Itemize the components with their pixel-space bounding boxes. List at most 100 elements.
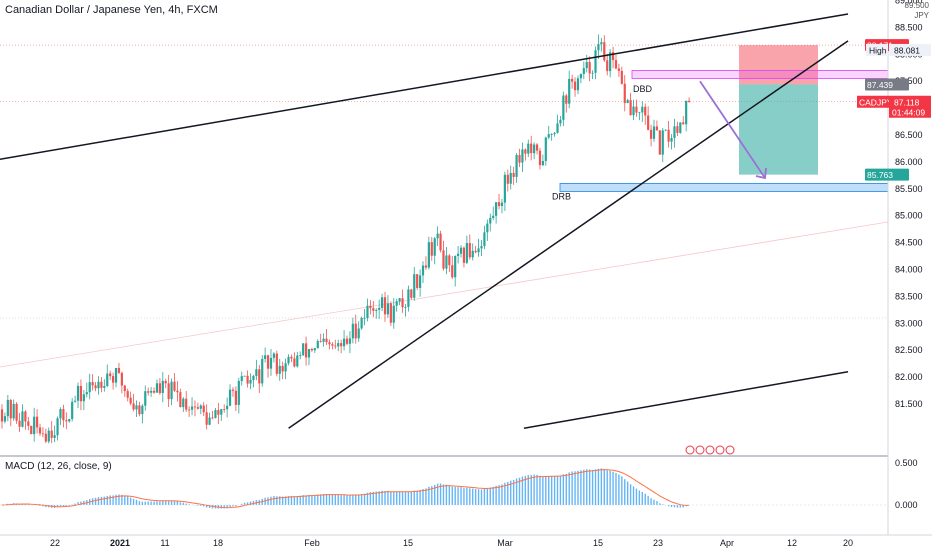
candle-body [164, 380, 167, 384]
candle-body [392, 305, 395, 323]
candle-body [375, 309, 378, 311]
price-axis-header: 89.500 JPY [897, 1, 929, 21]
candle-body [76, 385, 80, 401]
candle-body [527, 143, 530, 154]
candle-body [670, 138, 673, 142]
candle-body [439, 233, 442, 251]
candle-body [600, 42, 603, 45]
candle-body [623, 83, 626, 104]
candle-body [252, 375, 255, 380]
candle-body [626, 100, 629, 104]
candle-body [451, 265, 454, 278]
countdown-badge: 01:44:09 [892, 107, 925, 117]
macd-tick-label: 0.500 [895, 458, 918, 468]
candle-body [24, 411, 27, 422]
price-axis[interactable]: 89.00088.50088.00087.50087.00086.50086.0… [887, 0, 932, 550]
dbd-zone [631, 70, 889, 79]
candle-body [685, 100, 688, 125]
candle-body [296, 355, 299, 367]
target-level-badge: 85.763 [867, 170, 893, 180]
candle-body [603, 42, 606, 61]
candle-body [135, 405, 138, 410]
candle-body [579, 73, 582, 79]
lower-channel-line [523, 370, 849, 429]
candle-body [465, 243, 468, 263]
candle-body [243, 375, 246, 377]
high-label-bg [866, 43, 888, 56]
candle-body [538, 150, 542, 166]
candle-body [199, 405, 202, 409]
candle-body [413, 274, 416, 298]
candle-body [509, 172, 512, 184]
last-price-badge: 87.118 [894, 97, 920, 107]
candle-body [112, 376, 115, 383]
candle-body [144, 391, 147, 406]
candle-body [188, 409, 191, 411]
candle-body [611, 52, 615, 61]
candle-body [667, 129, 670, 142]
candles [0, 34, 691, 444]
candle-body [553, 132, 556, 134]
candle-body [132, 403, 135, 410]
candle-body [287, 356, 290, 364]
event-marker-icon [685, 445, 695, 455]
candle-body [114, 367, 118, 383]
candle-body [68, 419, 71, 422]
candle-body [91, 382, 94, 386]
candle-body [515, 154, 518, 177]
candle-body [170, 381, 173, 400]
candle-body [3, 416, 7, 422]
time-axis[interactable]: 22 2021 11 18 Feb 15 Mar 15 23 Apr 12 20 [0, 534, 932, 548]
candle-body [410, 289, 413, 298]
price-tick-label: 84.000 [895, 265, 923, 275]
candle-body [483, 232, 486, 247]
candle-body [459, 247, 463, 254]
candle-body [565, 95, 568, 104]
candle-body [106, 373, 109, 386]
candle-body [617, 68, 621, 71]
price-tick-label: 83.000 [895, 318, 923, 328]
candle-body [79, 385, 83, 402]
currency-unit: JPY [914, 11, 929, 20]
macd-signal-line [1, 469, 690, 509]
entry-level-badge-bg [865, 78, 909, 91]
candle-body [372, 308, 375, 311]
candle-body [94, 385, 97, 389]
candle-body [299, 355, 302, 356]
high-value: 88.081 [894, 45, 920, 55]
candle-body [147, 391, 150, 393]
high-value-bg [889, 43, 931, 56]
candle-body [123, 385, 126, 392]
candle-body [647, 115, 650, 130]
candle-body [512, 172, 515, 177]
candle-body [85, 392, 88, 395]
candle-body [638, 112, 641, 114]
candle-body [673, 126, 676, 139]
candle-body [445, 255, 448, 269]
candle-body [12, 403, 15, 419]
candle-body [430, 242, 433, 256]
candle-body [562, 95, 565, 120]
candle-body [237, 381, 240, 405]
candle-body [682, 122, 685, 125]
candle-body [310, 349, 314, 351]
candle-body [129, 397, 132, 404]
candle-body [205, 412, 208, 425]
candle-body [652, 126, 656, 139]
candle-body [568, 78, 571, 104]
candle-body [278, 365, 281, 374]
macd-axis: 0.500 0.000 [895, 458, 918, 510]
candle-body [155, 383, 159, 393]
projection-arrow-head [755, 167, 767, 180]
candle-body [223, 409, 226, 410]
event-marker-icon [715, 445, 725, 455]
candle-body [477, 248, 480, 253]
price-tick-label: 88.500 [895, 22, 923, 32]
candle-body [486, 223, 489, 233]
chart-title: Canadian Dollar / Japanese Yen, 4h, FXCM [5, 4, 218, 16]
candle-body [424, 265, 428, 268]
candle-body [0, 409, 4, 422]
candle-body [679, 122, 682, 133]
candle-body [351, 323, 354, 339]
